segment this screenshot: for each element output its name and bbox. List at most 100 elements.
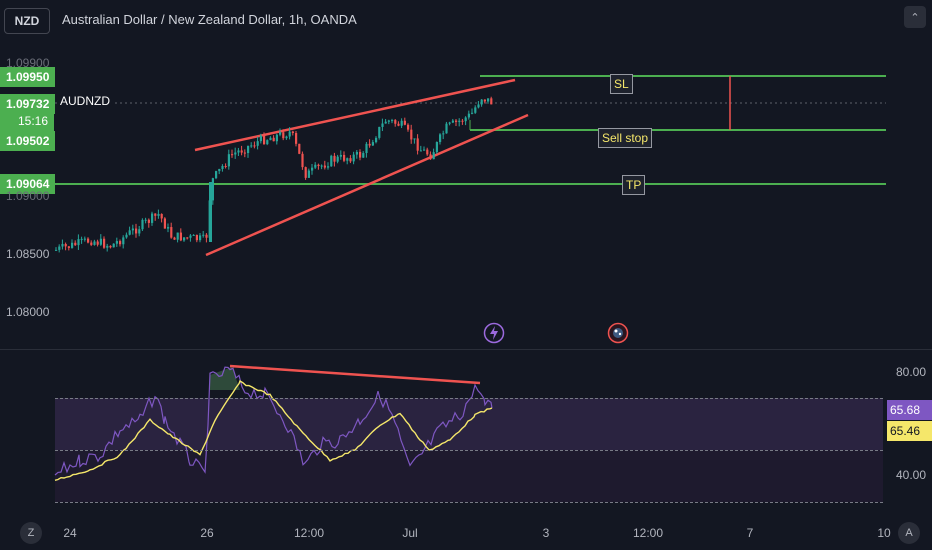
price-label-108500: 1.08500 xyxy=(6,247,50,261)
candle-body xyxy=(234,152,237,155)
time-label: 24 xyxy=(63,526,77,540)
candle-body xyxy=(490,98,493,105)
candle-body xyxy=(477,104,480,108)
candle-body xyxy=(269,137,272,141)
candle-body xyxy=(263,135,266,145)
candle-body xyxy=(317,164,320,167)
candle-body xyxy=(67,246,70,248)
time-label: Jul xyxy=(402,526,418,540)
candle-body xyxy=(195,234,198,241)
candle-body xyxy=(189,235,192,238)
lightning-icon[interactable] xyxy=(483,322,505,344)
candle-body xyxy=(339,154,342,157)
earnings-icon[interactable] xyxy=(607,322,629,344)
countdown-tag: 15:16 xyxy=(0,111,55,131)
candle-body xyxy=(221,166,224,169)
candle-body xyxy=(247,145,250,153)
candle-body xyxy=(80,238,83,240)
pane-divider[interactable] xyxy=(0,349,932,350)
candle-body xyxy=(483,99,486,102)
candle-body xyxy=(231,154,234,156)
candle-body xyxy=(368,143,371,146)
candle-body xyxy=(279,132,282,135)
candle-body xyxy=(83,238,86,240)
candle-body xyxy=(451,120,454,123)
candle-body xyxy=(359,151,362,158)
candle-body xyxy=(74,242,77,246)
rsi-upper-label: 80.00 xyxy=(896,365,927,379)
chart-header: NZD Australian Dollar / New Zealand Doll… xyxy=(0,0,932,40)
candle-body xyxy=(288,131,291,137)
candle-body xyxy=(103,238,106,248)
candle-body xyxy=(183,237,186,241)
candle-body xyxy=(55,249,58,251)
candle-body xyxy=(253,145,256,147)
candle-body xyxy=(311,167,314,171)
candle-body xyxy=(144,219,147,221)
candle-body xyxy=(391,120,394,122)
tp-price-tag: 1.09064 xyxy=(0,174,56,194)
sl-label[interactable]: SL xyxy=(610,74,633,94)
candle-body xyxy=(250,145,253,147)
rsi-mid-dashed xyxy=(55,450,883,451)
candle-body xyxy=(375,137,378,143)
time-label: 7 xyxy=(746,526,754,540)
rsi-band-lower xyxy=(55,450,883,502)
candle-body xyxy=(298,143,301,154)
candle-body xyxy=(179,232,182,241)
symbol-box[interactable]: NZD xyxy=(4,8,50,34)
gap-candle xyxy=(209,182,212,242)
candle-body xyxy=(304,167,307,178)
candle-body xyxy=(205,234,208,238)
candle-body xyxy=(448,122,451,124)
candle-body xyxy=(160,213,163,219)
candle-body xyxy=(336,156,339,162)
lower-trendline xyxy=(205,113,529,257)
candle-body xyxy=(64,243,67,247)
zoom-button[interactable]: Z xyxy=(20,522,42,544)
candle-body xyxy=(243,152,246,154)
candle-body xyxy=(301,153,304,168)
candle-body xyxy=(410,129,413,140)
current-price-tag: 1.09732 xyxy=(0,94,56,114)
candle-body xyxy=(330,155,333,167)
candle-body xyxy=(90,242,93,245)
candle-body xyxy=(227,154,230,167)
candle-body xyxy=(272,137,275,142)
sell-stop-label[interactable]: Sell stop xyxy=(598,128,653,148)
candle-body xyxy=(429,154,432,160)
candle-body xyxy=(275,134,278,142)
candle-body xyxy=(349,158,352,162)
candle-body xyxy=(266,140,269,145)
auto-scale-button[interactable]: A xyxy=(898,522,920,544)
rsi-overbought-fill xyxy=(210,367,240,390)
time-label: 3 xyxy=(542,526,550,540)
candle-body xyxy=(256,141,259,146)
candle-body xyxy=(122,237,125,245)
tp-label[interactable]: TP xyxy=(622,175,646,195)
candle-body xyxy=(464,117,467,122)
candle-body xyxy=(186,237,189,239)
candle-body xyxy=(163,218,166,229)
candle-body xyxy=(295,133,298,144)
candle-body xyxy=(381,123,384,127)
candle-body xyxy=(384,121,387,124)
price-label-partial-mid: 1.09000 xyxy=(6,189,50,203)
candle-body xyxy=(170,227,173,238)
time-label: 26 xyxy=(200,526,214,540)
rsi-lower-label: 40.00 xyxy=(896,468,927,482)
candle-body xyxy=(458,120,461,122)
candle-body xyxy=(106,245,109,248)
candle-body xyxy=(192,234,195,236)
candle-body xyxy=(58,246,61,250)
candle-body xyxy=(151,213,154,223)
symbol-tag: AUDNZD xyxy=(58,94,112,108)
time-label: 12:00 xyxy=(632,526,664,540)
candle-body xyxy=(419,150,422,152)
candle-body xyxy=(432,152,435,160)
candle-body xyxy=(61,243,64,247)
candle-body xyxy=(471,112,474,114)
rsi-value-tag: 65.68 xyxy=(887,400,932,420)
chevron-up-icon[interactable]: ⌃ xyxy=(904,6,926,28)
